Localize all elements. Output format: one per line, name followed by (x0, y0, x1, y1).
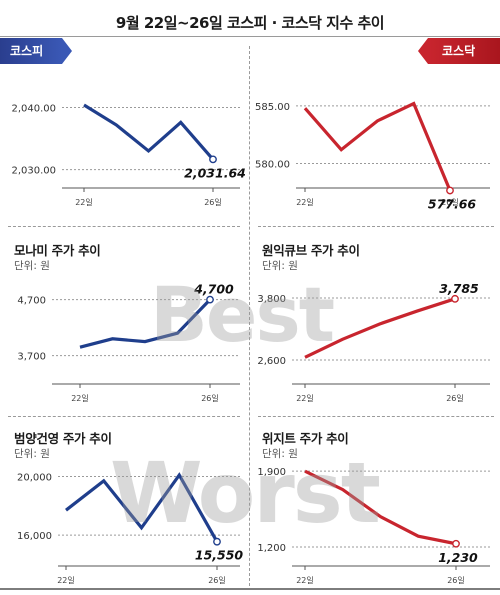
x-tick-label: 26일 (446, 394, 464, 403)
series-line (83, 103, 215, 161)
row-divider-left-2 (8, 416, 240, 417)
x-tick-label: 22일 (75, 198, 93, 207)
chart-unit-monami: 단위: 원 (14, 260, 50, 272)
chart-title-wonik: 원익큐브 주가 추이 (262, 243, 360, 258)
page-title: 9월 22일~26일 코스피 · 코스닥 지수 추이 (115, 14, 385, 32)
y-tick-label: 2,600 (257, 356, 286, 367)
end-point-marker (206, 295, 214, 304)
y-tick-label: 1,900 (257, 467, 286, 478)
x-tick-label: 22일 (296, 576, 314, 585)
x-tick-label: 26일 (204, 198, 222, 207)
series-line (65, 472, 219, 543)
chart-title-monami: 모나미 주가 추이 (14, 243, 101, 258)
x-tick-label: 26일 (447, 576, 465, 585)
y-tick-label: 20,000 (17, 473, 52, 484)
kosdaq-tag: 코스닥 (428, 38, 500, 64)
chart-unit-wizit: 단위: 원 (262, 448, 298, 460)
row-divider-right-2 (258, 416, 494, 417)
end-value-label: 3,785 (439, 281, 479, 296)
watermark-best: Best (150, 270, 335, 359)
y-tick-label: 2,030.00 (11, 166, 56, 177)
x-tick-label: 22일 (296, 394, 314, 403)
y-tick-label: 4,700 (17, 296, 46, 307)
x-tick-label: 22일 (296, 198, 314, 207)
series-line (79, 298, 212, 349)
end-point-marker (452, 539, 460, 548)
end-value-label: 15,550 (195, 548, 244, 563)
series-line (304, 469, 457, 546)
kosdaq-tag-arrow (418, 38, 428, 64)
end-point-marker (451, 294, 459, 303)
series-line (304, 297, 456, 359)
y-tick-label: 3,700 (17, 352, 46, 363)
end-point-marker (446, 186, 454, 195)
x-tick-label: 26일 (201, 394, 219, 403)
end-value-label: 4,700 (193, 282, 234, 297)
end-value-label: 1,230 (438, 550, 478, 565)
x-tick-label: 22일 (71, 394, 89, 403)
chart-title-wizit: 위지트 주가 추이 (262, 431, 349, 446)
row-divider-right-1 (258, 226, 494, 227)
x-tick-label: 26일 (441, 198, 459, 207)
y-tick-label: 585.00 (255, 102, 290, 113)
kospi-tag: 코스피 (0, 38, 62, 64)
footer-rule (0, 588, 500, 590)
kospi-tag-arrow (62, 38, 72, 64)
end-point-marker (209, 155, 217, 164)
y-tick-label: 1,200 (257, 543, 286, 554)
x-tick-label: 26일 (208, 576, 226, 585)
end-point-marker (213, 537, 221, 546)
y-tick-label: 2,040.00 (11, 104, 56, 115)
y-tick-label: 580.00 (255, 160, 290, 171)
chart-unit-beomyang: 단위: 원 (14, 448, 50, 460)
header-rule (0, 36, 500, 37)
x-tick-label: 22일 (57, 576, 75, 585)
y-tick-label: 16,000 (17, 531, 52, 542)
row-divider-left-1 (8, 226, 240, 227)
chart-unit-wonik: 단위: 원 (262, 260, 298, 272)
end-value-label: 577.66 (428, 197, 477, 212)
y-tick-label: 3,800 (257, 294, 286, 305)
chart-title-beomyang: 범양건영 주가 추이 (14, 431, 112, 446)
series-line (303, 101, 452, 192)
end-value-label: 2,031.64 (184, 165, 246, 180)
column-divider (249, 46, 250, 586)
watermark-worst: Worst (110, 444, 381, 542)
